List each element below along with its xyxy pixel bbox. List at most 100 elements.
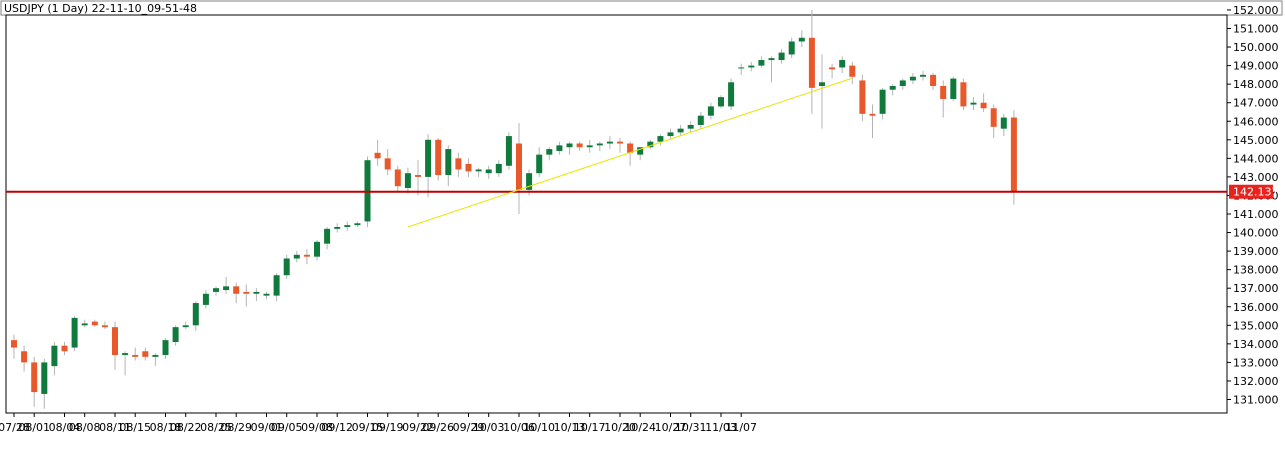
- candle-body: [334, 226, 341, 229]
- candle-body: [849, 65, 856, 77]
- lines-layer: [6, 78, 1227, 228]
- trend-line: [407, 78, 852, 228]
- candle: [445, 145, 452, 187]
- x-tick-label: 09/01: [251, 421, 283, 434]
- x-tick-label: 08/08: [69, 421, 101, 434]
- candle-body: [243, 291, 250, 294]
- candle-body: [788, 41, 795, 55]
- y-tick-label: 151.000: [1233, 23, 1279, 36]
- y-tick-label: 139.000: [1233, 245, 1279, 258]
- candle: [202, 290, 209, 309]
- y-tick-label: 147.000: [1233, 97, 1279, 110]
- x-tick-label: 08/22: [170, 421, 202, 434]
- candle-body: [586, 145, 593, 148]
- candle-body: [758, 60, 765, 66]
- candle-body: [920, 74, 926, 77]
- candle: [283, 254, 290, 279]
- candle-body: [1000, 117, 1007, 129]
- candle-body: [41, 362, 48, 394]
- candle-body: [677, 128, 684, 133]
- candles-layer: [11, 9, 1017, 409]
- x-tick-label: 09/22: [402, 421, 434, 434]
- candle: [182, 321, 189, 330]
- candle: [192, 301, 199, 331]
- candle-body: [627, 143, 634, 153]
- candle: [374, 139, 381, 166]
- y-tick-label: 137.000: [1233, 282, 1279, 295]
- candle: [627, 141, 634, 166]
- candle: [324, 226, 331, 250]
- candle: [152, 353, 159, 367]
- candle-body: [11, 340, 17, 348]
- x-tick-label: 09/19: [372, 421, 404, 434]
- candle: [435, 137, 442, 181]
- candle-body: [617, 141, 623, 144]
- candle-body: [536, 154, 543, 174]
- candle: [829, 63, 836, 79]
- candle-body: [516, 143, 522, 190]
- y-tick-label: 133.000: [1233, 356, 1279, 369]
- candle-body: [465, 163, 472, 172]
- candle-body: [61, 345, 68, 352]
- x-tick-label: 10/10: [523, 421, 555, 434]
- candle: [31, 356, 38, 407]
- candle: [51, 341, 58, 376]
- candle-body: [374, 152, 381, 159]
- x-tick-label: 08/18: [150, 421, 182, 434]
- candle: [101, 321, 108, 330]
- candle-body: [455, 158, 462, 170]
- x-tick-label: 10/27: [655, 421, 687, 434]
- candle: [243, 284, 250, 307]
- candle-body: [112, 327, 118, 355]
- candle-body: [576, 143, 583, 148]
- candle: [384, 149, 391, 176]
- candle-body: [879, 89, 886, 114]
- price-tag-label: 142.137: [1233, 186, 1279, 199]
- candle: [223, 277, 230, 294]
- candle-body: [748, 65, 755, 68]
- candle: [707, 102, 714, 120]
- candle: [677, 124, 684, 137]
- candle-body: [566, 143, 573, 148]
- candle: [798, 30, 805, 48]
- window-title: USDJPY (1 Day) 22-11-10_09-51-48: [4, 2, 197, 15]
- candle-body: [990, 108, 997, 127]
- candle: [808, 9, 815, 114]
- candle: [596, 141, 603, 151]
- candle-body: [394, 169, 401, 187]
- candle: [970, 97, 977, 111]
- candle: [566, 141, 573, 155]
- x-tick-label: 10/24: [624, 421, 656, 434]
- candle: [556, 141, 563, 155]
- candle-body: [354, 223, 361, 226]
- candle-body: [869, 113, 876, 116]
- candle-body: [637, 147, 644, 155]
- candle: [738, 63, 745, 75]
- candle: [142, 347, 149, 361]
- candle-body: [728, 82, 735, 107]
- y-tick-label: 144.000: [1233, 152, 1279, 165]
- candle: [172, 325, 179, 346]
- candle: [213, 286, 219, 296]
- x-tick-label: 10/20: [604, 421, 636, 434]
- candle: [536, 147, 543, 177]
- candle: [475, 167, 482, 177]
- candle: [505, 132, 512, 170]
- x-tick-label: 11/07: [725, 421, 757, 434]
- candle-body: [415, 175, 421, 177]
- candle: [1000, 113, 1007, 137]
- candle: [132, 347, 139, 361]
- candle-body: [31, 362, 38, 393]
- y-tick-label: 145.000: [1233, 134, 1279, 147]
- candle-body: [81, 323, 88, 326]
- candle-body: [91, 321, 98, 326]
- x-tick-label: 08/01: [18, 421, 50, 434]
- candle: [162, 338, 169, 359]
- candle-body: [657, 136, 664, 142]
- candle-body: [182, 325, 189, 328]
- candle-body: [445, 149, 452, 176]
- y-tick-label: 149.000: [1233, 60, 1279, 73]
- candle-body: [596, 143, 603, 146]
- candle-body: [101, 325, 108, 328]
